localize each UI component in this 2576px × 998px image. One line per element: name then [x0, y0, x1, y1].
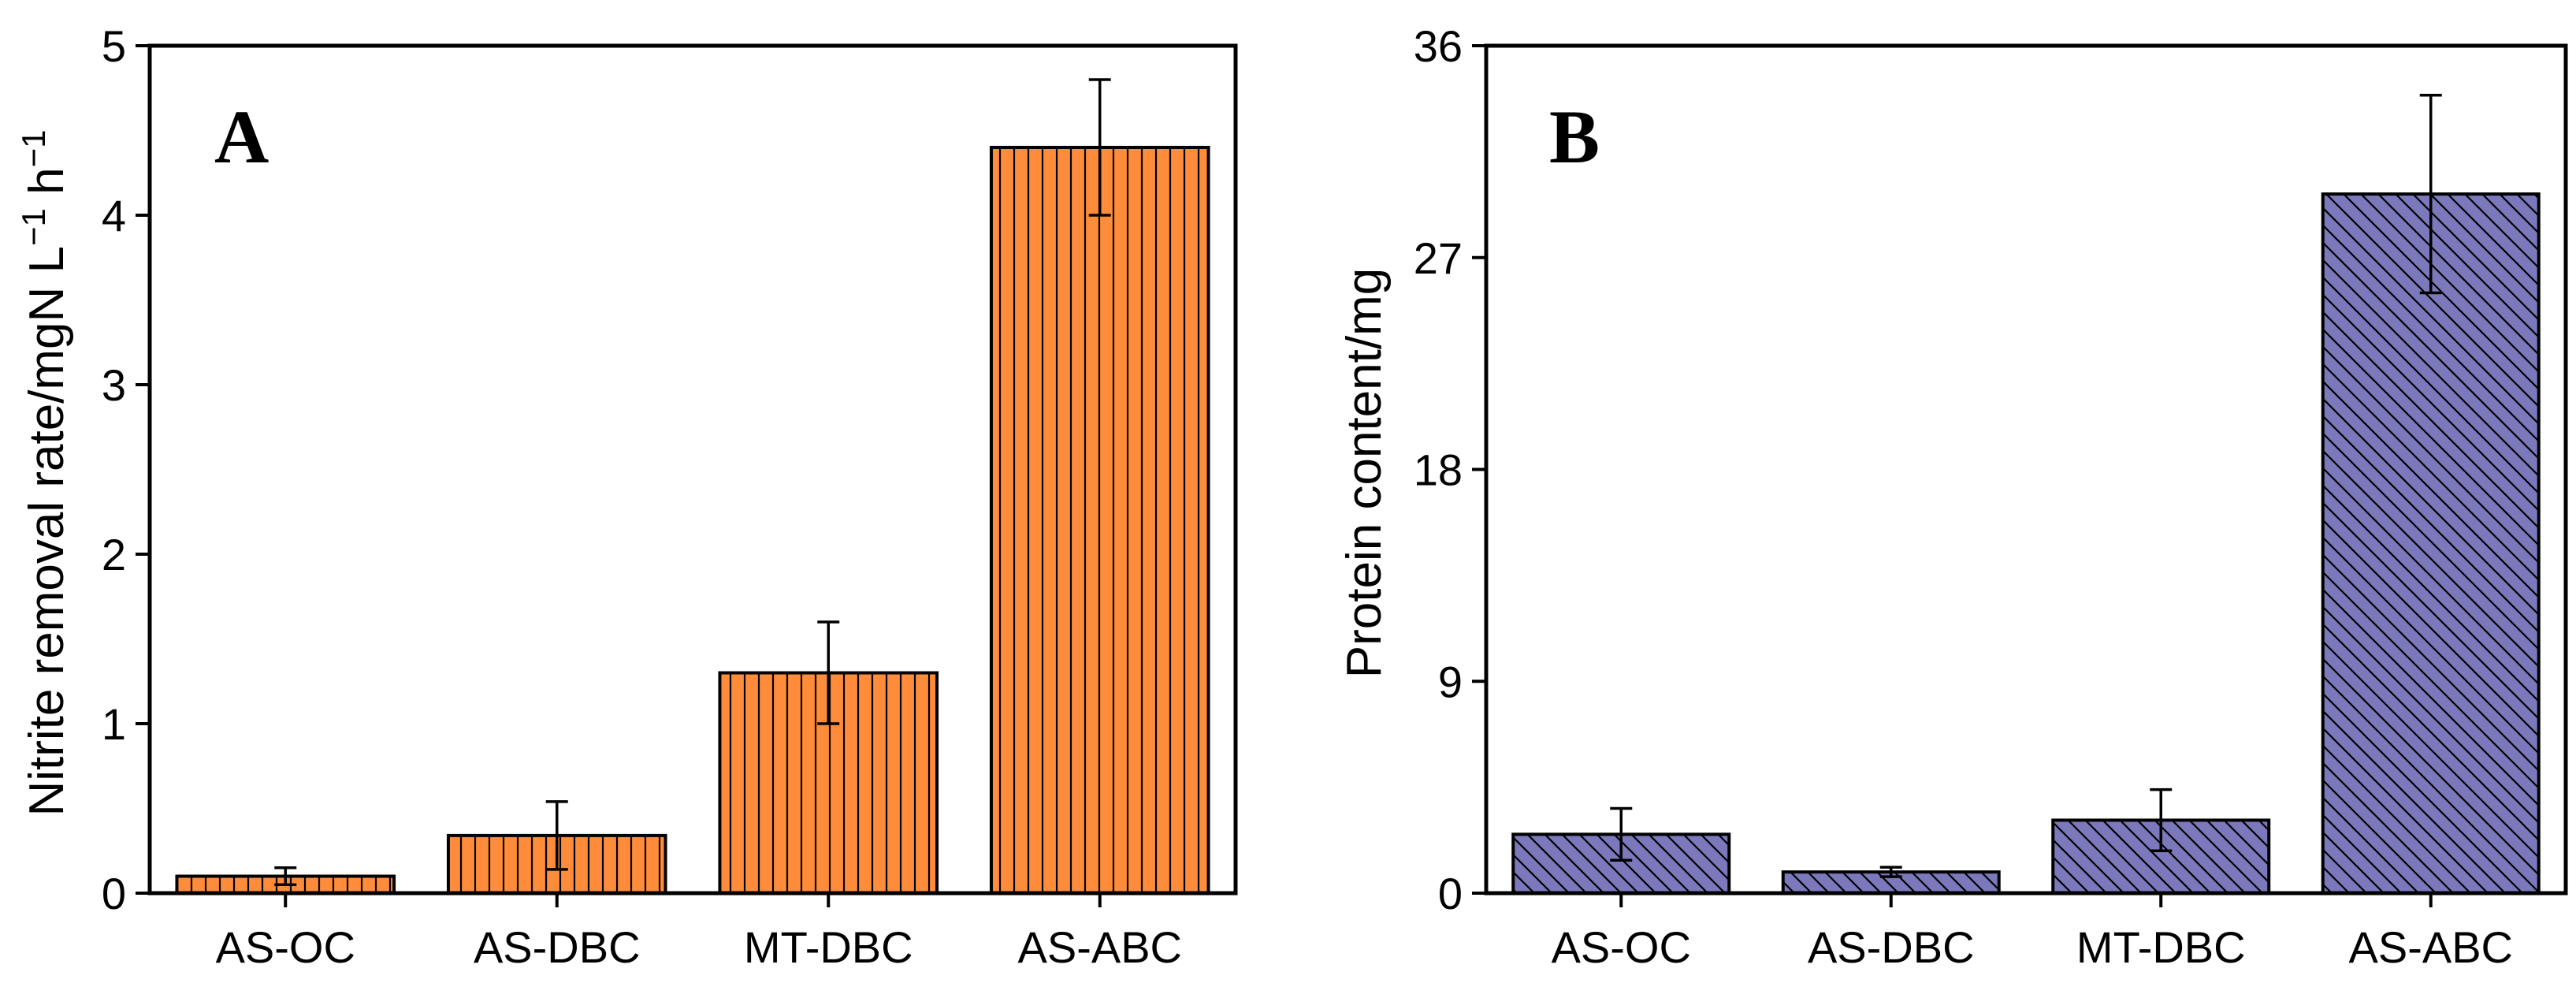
panel-b-ticks — [1472, 44, 2433, 907]
panel-b-y-tick-label: 27 — [1414, 233, 1463, 283]
panel-a-error-bar-as-oc — [274, 866, 297, 886]
panel-a-y-tick-label: 5 — [102, 21, 126, 71]
panel-a-y-tick-label: 4 — [102, 191, 126, 240]
panel-b-y-tick-label: 0 — [1438, 869, 1463, 918]
panel-a-plot-frame — [147, 43, 1238, 896]
panel-b-bar-as-abc — [2321, 192, 2541, 895]
panel-b-error-bars — [1610, 93, 2442, 878]
panel-b-x-tick-label: MT-DBC — [2076, 922, 2246, 972]
panel-a-x-tick-label: MT-DBC — [744, 922, 913, 972]
panel-a-error-bar-as-dbc — [545, 800, 568, 871]
panel-b-error-bar-as-oc — [1610, 806, 1633, 862]
panel-b-error-bar-as-abc — [2419, 93, 2442, 295]
panel-b-y-tick-label: 18 — [1414, 445, 1463, 495]
panel-b-y-tick-label: 9 — [1438, 657, 1463, 706]
panel-b-x-tick-labels: AS-OC AS-DBC MT-DBC AS-ABC — [1552, 922, 2513, 972]
panel-b-x-tick-label: AS-DBC — [1808, 922, 1975, 972]
panel-b-y-axis-label: Protein content/mg — [1337, 268, 1392, 678]
panel-a-x-tick-label: AS-DBC — [474, 922, 641, 972]
panel-b-y-tick-label: 36 — [1414, 21, 1463, 71]
chart-panel-b: 0 9 18 27 36 AS-OC AS-DBC MT-DBC AS-ABC B Prote… — [1337, 21, 2568, 972]
panel-a-bars — [175, 146, 1210, 896]
panel-a-bar-as-abc — [989, 146, 1210, 895]
panel-b-x-tick-label: AS-ABC — [2349, 922, 2514, 972]
panel-a-x-tick-label: AS-OC — [216, 922, 355, 972]
panel-b-label: B — [1549, 95, 1600, 179]
panel-a-y-tick-labels: 0 1 2 3 4 5 — [102, 21, 126, 918]
panel-a-y-tick-label: 3 — [102, 360, 126, 410]
panel-b-error-bar-as-dbc — [1879, 866, 1902, 878]
panel-a-error-bars — [274, 78, 1111, 886]
panel-a-label: A — [214, 95, 269, 179]
panel-a-y-tick-label: 1 — [102, 699, 126, 749]
panel-a-error-bar-as-abc — [1088, 78, 1111, 217]
panel-a-y-tick-label: 0 — [102, 869, 126, 918]
panel-a-error-bar-mt-dbc — [817, 620, 840, 725]
panel-a-ticks — [136, 44, 1102, 907]
panel-a-x-tick-label: AS-ABC — [1018, 922, 1183, 972]
chart-panel-a: 0 1 2 3 4 5 AS-OC AS-DBC MT-DBC AS-ABC A Nitrite… — [15, 21, 1238, 972]
panel-a-x-tick-labels: AS-OC AS-DBC MT-DBC AS-ABC — [216, 922, 1182, 972]
panel-a-y-axis-label: Nitrite removal rate/mgN L−1 h−1 — [15, 129, 75, 816]
panel-b-bars — [1511, 192, 2541, 895]
panel-b-error-bar-mt-dbc — [2150, 788, 2173, 852]
panel-b-x-tick-label: AS-OC — [1552, 922, 1691, 972]
panel-a-y-tick-label: 2 — [102, 530, 126, 579]
panel-b-y-tick-labels: 0 9 18 27 36 — [1414, 21, 1463, 918]
